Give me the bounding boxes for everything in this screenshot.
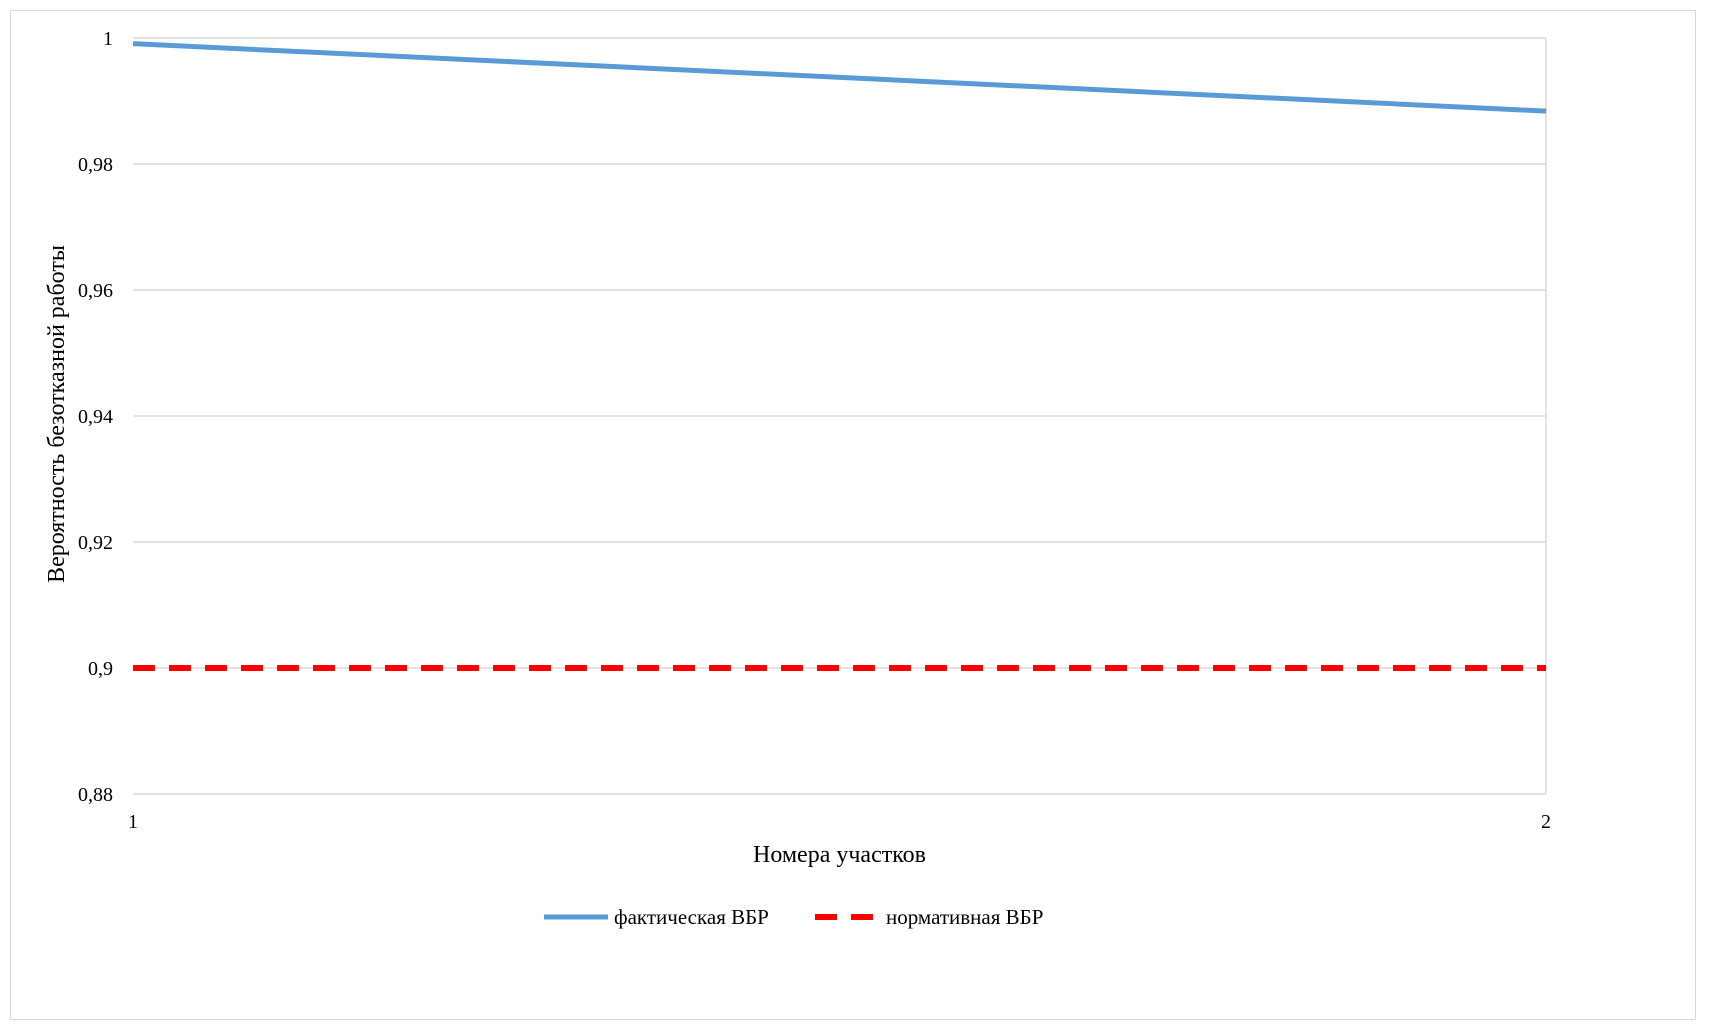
y-tick-label: 1 (103, 28, 113, 50)
series-line-1 (132, 41, 1547, 114)
x-axis-title: Номера участков (753, 842, 926, 868)
x-tick-label: 2 (1541, 811, 1551, 833)
y-tick-label: 0,94 (78, 406, 113, 428)
y-tick-label: 0,92 (78, 532, 113, 554)
y-tick-label: 0,9 (88, 658, 113, 680)
legend-label-1: фактическая ВБР (614, 905, 769, 929)
y-axis-title: Вероятность безотказной работы (44, 245, 70, 583)
chart-frame (10, 10, 1696, 1020)
legend: фактическая ВБР нормативная ВБР (544, 905, 1043, 929)
y-tick-label: 0,88 (78, 784, 113, 806)
y-tick-label: 0,96 (78, 280, 113, 302)
series-lines (132, 41, 1547, 671)
y-tick-label: 0,98 (78, 154, 113, 176)
gridlines (133, 37, 1547, 795)
legend-label-2: нормативная ВБР (886, 905, 1043, 929)
y-axis-ticks: 0,88 0,9 0,92 0,94 0,96 0,98 1 (78, 28, 113, 806)
x-tick-label: 1 (128, 811, 138, 833)
